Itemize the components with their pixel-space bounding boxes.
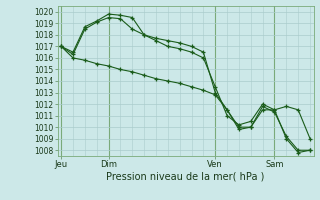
X-axis label: Pression niveau de la mer( hPa ): Pression niveau de la mer( hPa ) (107, 172, 265, 182)
